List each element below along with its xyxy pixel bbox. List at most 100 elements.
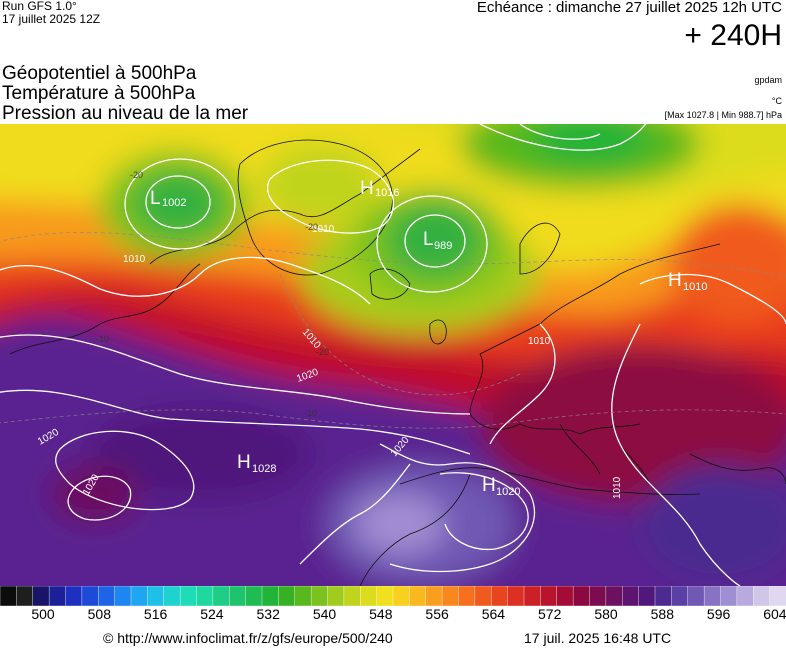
scale-swatch (0, 586, 18, 606)
scale-swatch (572, 586, 591, 606)
scale-label: 596 (706, 606, 731, 622)
scale-swatch (65, 586, 83, 606)
isobar-label: 1010 (312, 224, 335, 235)
scale-swatch (556, 586, 574, 606)
high-letter: H (237, 452, 251, 473)
scale-label: 556 (425, 606, 449, 622)
scale-swatch (98, 586, 116, 606)
scale-swatch (327, 586, 345, 606)
scale-swatch (638, 586, 656, 606)
scale-swatch (720, 586, 738, 606)
scale-label: 516 (143, 606, 168, 622)
scale-label: 580 (594, 606, 618, 622)
scale-swatch (147, 586, 165, 606)
high-letter: H (668, 270, 682, 291)
source-url[interactable]: © http://www.infoclimat.fr/z/gfs/europe/… (103, 630, 393, 646)
isobar-label: 1010 (612, 476, 623, 499)
scale-swatch (229, 586, 247, 606)
low-centre-989: L 989 (423, 229, 452, 252)
scale-swatch (523, 586, 542, 606)
scale-swatch (179, 586, 198, 606)
scale-swatch (196, 586, 214, 606)
scale-label: 540 (312, 606, 337, 622)
scale-swatch (376, 586, 394, 606)
low-letter: L (150, 188, 161, 209)
scale-swatch (16, 586, 34, 606)
isobars (0, 124, 786, 586)
scale-swatch (261, 586, 280, 606)
scale-swatch (163, 586, 181, 606)
scale-label: 500 (31, 606, 55, 622)
scale-swatch (81, 586, 100, 606)
low-letter: L (423, 229, 434, 250)
isotherms (0, 232, 786, 429)
scale-swatch (360, 586, 378, 606)
pressure-centres: L 1002 H 1016 L 989 H 1010 H 1028 H 1020 (150, 178, 707, 498)
temperature-label: -10 (304, 408, 317, 418)
scale-label: 532 (256, 606, 280, 622)
scale-swatch (425, 586, 443, 606)
title-pressure: Pression au niveau de la mer (2, 103, 249, 124)
high-centre-1016: H 1016 (360, 178, 399, 199)
scale-swatch (392, 586, 411, 606)
scale-label: 524 (200, 606, 224, 622)
scale-swatch (409, 586, 427, 606)
scale-swatch (703, 586, 722, 606)
scale-swatch (294, 586, 312, 606)
scale-swatch (441, 586, 460, 606)
scale-swatch (491, 586, 509, 606)
scale-swatch (278, 586, 296, 606)
low-centre-1002: L 1002 (150, 188, 186, 209)
high-value: 1016 (375, 187, 399, 199)
scale-swatch (753, 586, 771, 606)
scale-swatch (474, 586, 493, 606)
title-geopotential: Géopotentiel à 500hPa (2, 63, 197, 84)
scale-swatch (769, 586, 786, 606)
scale-label: 564 (481, 606, 506, 622)
forecast-lead-time: + 240H (684, 19, 782, 52)
high-letter: H (360, 178, 374, 199)
weather-map: L 1002 H 1016 L 989 H 1010 H 1028 H 1020 (0, 124, 786, 586)
color-scale-bar (0, 586, 786, 606)
scale-swatch (343, 586, 362, 606)
model-run-label: Run GFS 1.0° (2, 0, 77, 13)
high-value: 1010 (683, 281, 707, 293)
scale-swatch (130, 586, 149, 606)
model-run-date: 17 juillet 2025 12Z (2, 12, 101, 26)
scale-swatch (310, 586, 329, 606)
scale-label: 604 (763, 606, 786, 622)
scale-swatch (671, 586, 689, 606)
scale-label: 508 (87, 606, 111, 622)
high-centre-1028: H 1028 (237, 452, 276, 475)
scale-swatch (605, 586, 624, 606)
temperature-label: -20 (305, 222, 318, 232)
temperature-label: -10 (96, 334, 109, 344)
color-scale-labels: 500 508 516 524 532 540 548 556 564 572 580 588 596 6… (0, 606, 786, 626)
generated-timestamp: 17 juil. 2025 16:48 UTC (524, 630, 672, 646)
geopotential-field (0, 124, 786, 586)
high-value: 1028 (252, 463, 276, 475)
scale-swatch (114, 586, 132, 606)
temperature-label: -20 (130, 170, 143, 180)
isobar-label: 1010 (123, 254, 146, 265)
scale-swatch (589, 586, 607, 606)
scale-swatch (654, 586, 673, 606)
temperature-labels: -20 -20 -20 -10 -10 (96, 170, 329, 418)
scale-swatch (622, 586, 640, 606)
scale-swatch (245, 586, 263, 606)
scale-label: 572 (538, 606, 562, 622)
temperature-label: -20 (316, 347, 329, 357)
isobar-label: 1010 (528, 336, 551, 347)
scale-swatch (48, 586, 67, 606)
scale-swatch (458, 586, 476, 606)
scale-label: 548 (369, 606, 393, 622)
coastlines (9, 139, 786, 586)
scale-swatch (212, 586, 231, 606)
scale-swatch (736, 586, 755, 606)
scale-swatch (507, 586, 525, 606)
unit-geopotential: gpdam (754, 75, 782, 85)
low-value: 989 (434, 240, 452, 252)
high-centre-1010: H 1010 (668, 270, 707, 293)
low-value: 1002 (162, 197, 186, 209)
unit-temperature: °C (771, 96, 782, 106)
